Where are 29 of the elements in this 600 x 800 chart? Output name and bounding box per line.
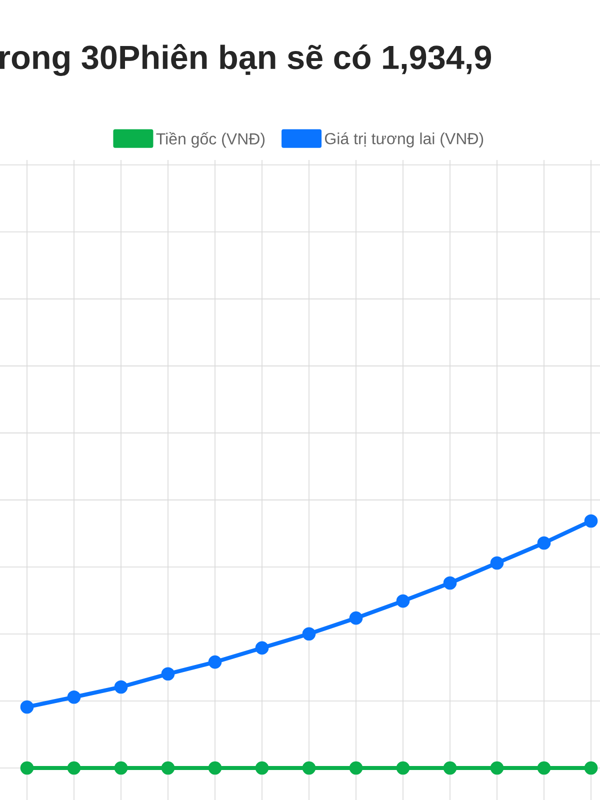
point xyxy=(537,761,551,775)
point xyxy=(114,761,128,775)
point xyxy=(114,680,128,694)
chart-title: rong 30Phiên bạn sẽ có 1,934,9 xyxy=(0,44,491,76)
point xyxy=(396,594,410,608)
point xyxy=(396,761,410,775)
point xyxy=(490,556,504,570)
point xyxy=(161,667,175,681)
point xyxy=(255,641,269,655)
point xyxy=(67,761,81,775)
point xyxy=(161,761,175,775)
point xyxy=(20,700,34,714)
point xyxy=(443,576,457,590)
point xyxy=(302,761,316,775)
point xyxy=(349,611,363,625)
point xyxy=(67,690,81,704)
legend-label: Giá trị tương lai (VNĐ) xyxy=(325,132,484,148)
point xyxy=(255,761,269,775)
point xyxy=(443,761,457,775)
point xyxy=(20,761,34,775)
point xyxy=(302,627,316,641)
point xyxy=(349,761,363,775)
point xyxy=(584,514,598,528)
legend-label: Tiền gốc (VNĐ) xyxy=(156,132,265,148)
point xyxy=(208,655,222,669)
point xyxy=(584,761,598,775)
point xyxy=(537,536,551,550)
point xyxy=(208,761,222,775)
point xyxy=(490,761,504,775)
